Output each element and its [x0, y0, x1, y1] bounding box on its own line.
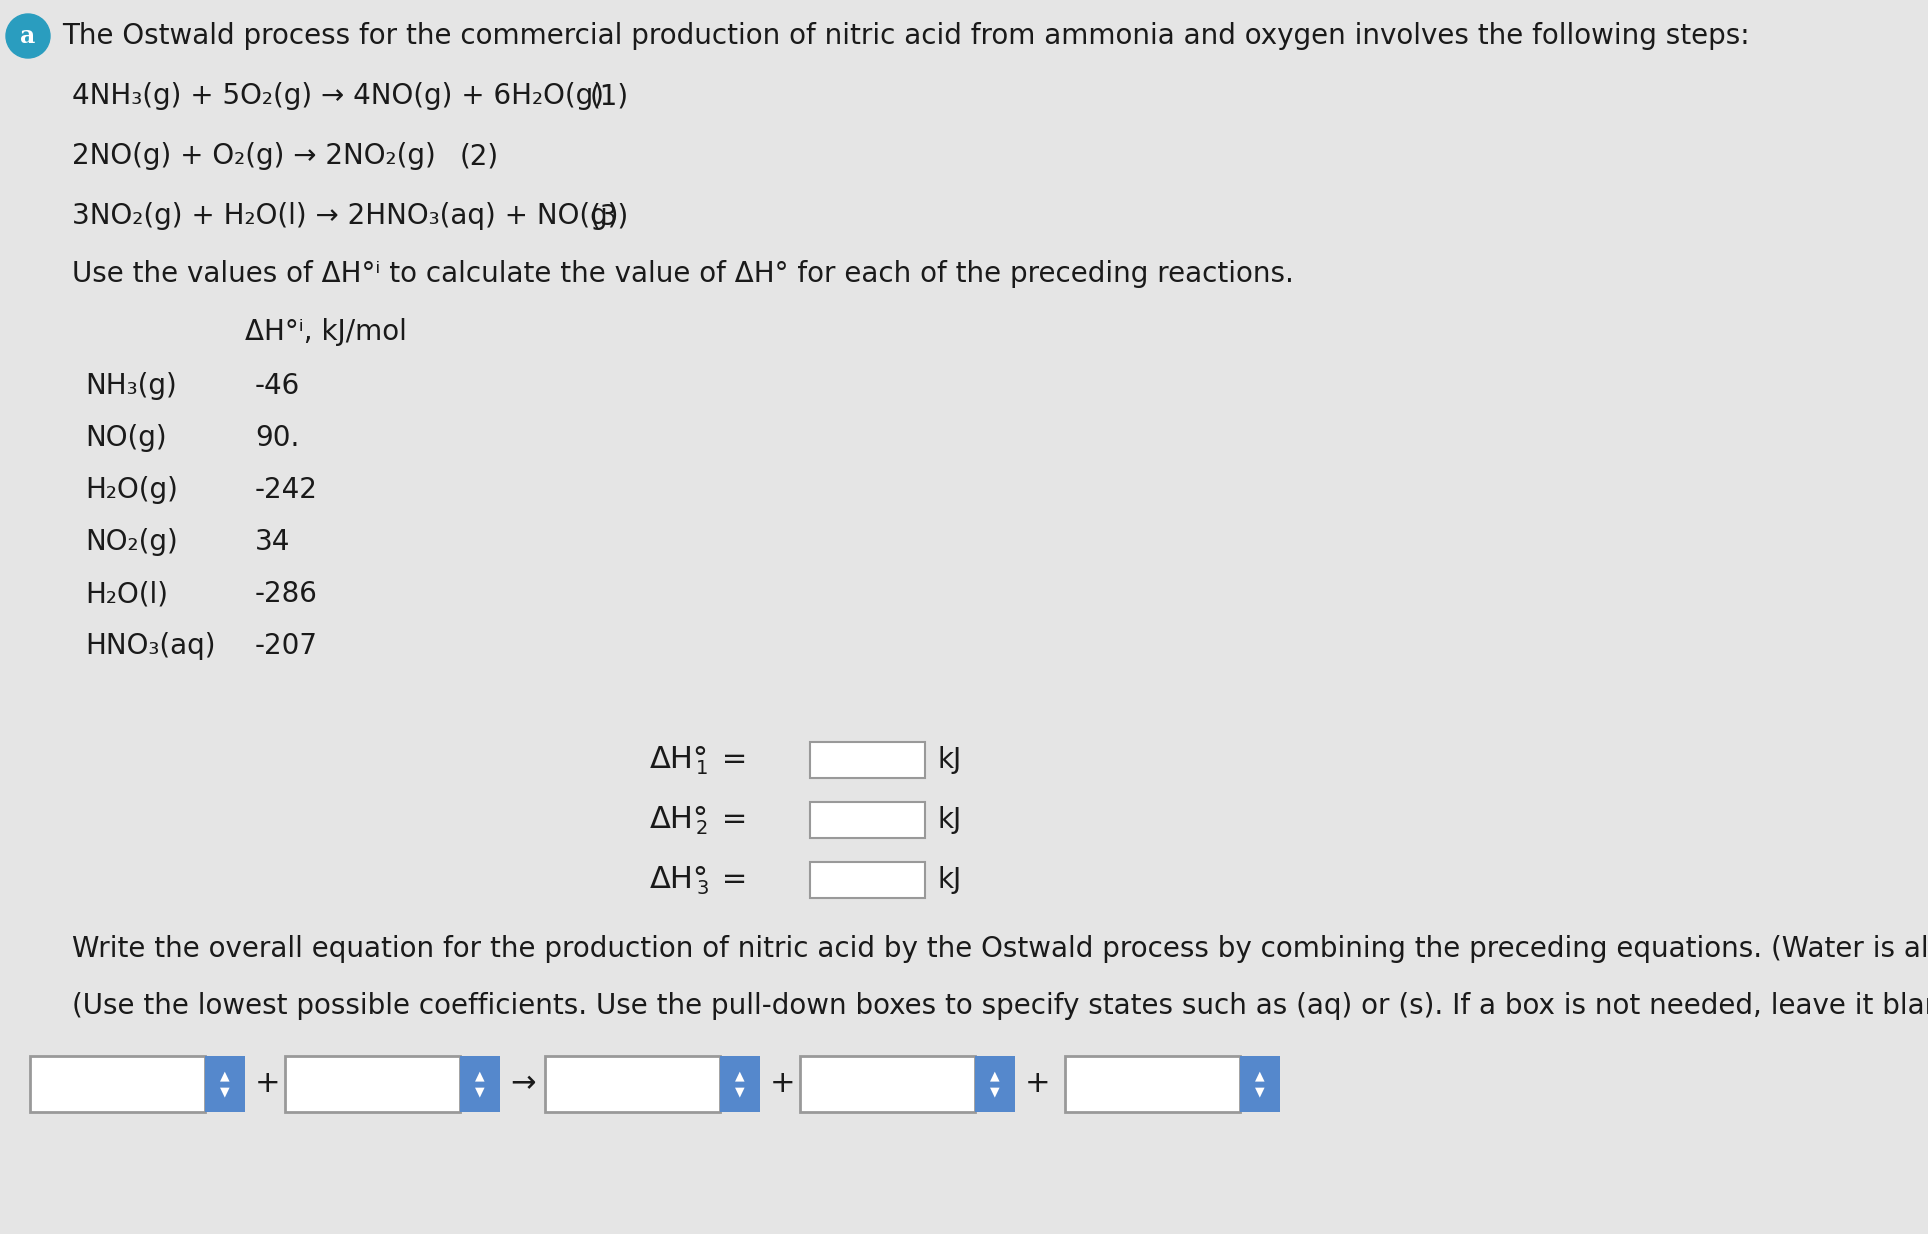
Text: ▼: ▼ — [220, 1086, 229, 1098]
Text: -242: -242 — [254, 476, 318, 503]
Text: 3NO₂(g) + H₂O(l) → 2HNO₃(aq) + NO(g): 3NO₂(g) + H₂O(l) → 2HNO₃(aq) + NO(g) — [71, 202, 619, 230]
Text: NO(g): NO(g) — [85, 424, 166, 452]
Text: ▼: ▼ — [735, 1086, 744, 1098]
Text: 3: 3 — [696, 880, 708, 898]
Text: ▲: ▲ — [735, 1070, 744, 1082]
FancyBboxPatch shape — [800, 1056, 976, 1112]
Text: ΔH°: ΔH° — [650, 745, 710, 775]
Text: (2): (2) — [461, 142, 499, 170]
FancyBboxPatch shape — [719, 1056, 760, 1112]
FancyBboxPatch shape — [461, 1056, 499, 1112]
Text: →: → — [511, 1070, 536, 1098]
Text: H₂O(l): H₂O(l) — [85, 580, 168, 608]
FancyBboxPatch shape — [1240, 1056, 1280, 1112]
Text: ΔH°ⁱ, kJ/mol: ΔH°ⁱ, kJ/mol — [245, 318, 407, 346]
FancyBboxPatch shape — [546, 1056, 719, 1112]
Text: -46: -46 — [254, 371, 301, 400]
Text: H₂O(g): H₂O(g) — [85, 476, 177, 503]
Text: +: + — [1026, 1070, 1051, 1098]
Text: ▲: ▲ — [1255, 1070, 1265, 1082]
Text: ΔH°: ΔH° — [650, 865, 710, 895]
FancyBboxPatch shape — [810, 742, 925, 777]
Text: 4NH₃(g) + 5O₂(g) → 4NO(g) + 6H₂O(g): 4NH₃(g) + 5O₂(g) → 4NO(g) + 6H₂O(g) — [71, 81, 603, 110]
Text: ▲: ▲ — [474, 1070, 484, 1082]
Text: ▲: ▲ — [991, 1070, 1001, 1082]
FancyBboxPatch shape — [285, 1056, 461, 1112]
Text: kJ: kJ — [937, 747, 962, 774]
FancyBboxPatch shape — [810, 802, 925, 838]
Text: =: = — [711, 806, 748, 834]
Text: +: + — [254, 1070, 281, 1098]
FancyBboxPatch shape — [1064, 1056, 1240, 1112]
Text: (Use the lowest possible coefficients. Use the pull-down boxes to specify states: (Use the lowest possible coefficients. U… — [71, 992, 1928, 1021]
Text: ▼: ▼ — [474, 1086, 484, 1098]
Text: 1: 1 — [696, 759, 708, 779]
Text: ▼: ▼ — [1255, 1086, 1265, 1098]
FancyBboxPatch shape — [976, 1056, 1014, 1112]
Text: kJ: kJ — [937, 866, 962, 893]
FancyBboxPatch shape — [31, 1056, 204, 1112]
Text: 90.: 90. — [254, 424, 299, 452]
FancyBboxPatch shape — [204, 1056, 245, 1112]
Text: Write the overall equation for the production of nitric acid by the Ostwald proc: Write the overall equation for the produ… — [71, 935, 1928, 963]
Text: 2: 2 — [696, 819, 708, 838]
Text: ▼: ▼ — [991, 1086, 1001, 1098]
Text: =: = — [711, 745, 748, 775]
Text: ΔH°: ΔH° — [650, 806, 710, 834]
Text: =: = — [711, 865, 748, 895]
Text: 34: 34 — [254, 528, 291, 557]
Text: +: + — [769, 1070, 796, 1098]
Text: The Ostwald process for the commercial production of nitric acid from ammonia an: The Ostwald process for the commercial p… — [62, 22, 1749, 51]
Text: a: a — [21, 23, 35, 48]
FancyBboxPatch shape — [810, 863, 925, 898]
Text: (1): (1) — [590, 81, 629, 110]
Text: -286: -286 — [254, 580, 318, 608]
Circle shape — [6, 14, 50, 58]
Text: Use the values of ΔH°ⁱ to calculate the value of ΔH° for each of the preceding r: Use the values of ΔH°ⁱ to calculate the … — [71, 260, 1294, 288]
Text: 2NO(g) + O₂(g) → 2NO₂(g): 2NO(g) + O₂(g) → 2NO₂(g) — [71, 142, 436, 170]
Text: NH₃(g): NH₃(g) — [85, 371, 177, 400]
Text: NO₂(g): NO₂(g) — [85, 528, 177, 557]
Text: (3): (3) — [590, 202, 629, 230]
Text: -207: -207 — [254, 632, 318, 660]
Text: ▲: ▲ — [220, 1070, 229, 1082]
Text: HNO₃(aq): HNO₃(aq) — [85, 632, 216, 660]
Text: kJ: kJ — [937, 806, 962, 834]
